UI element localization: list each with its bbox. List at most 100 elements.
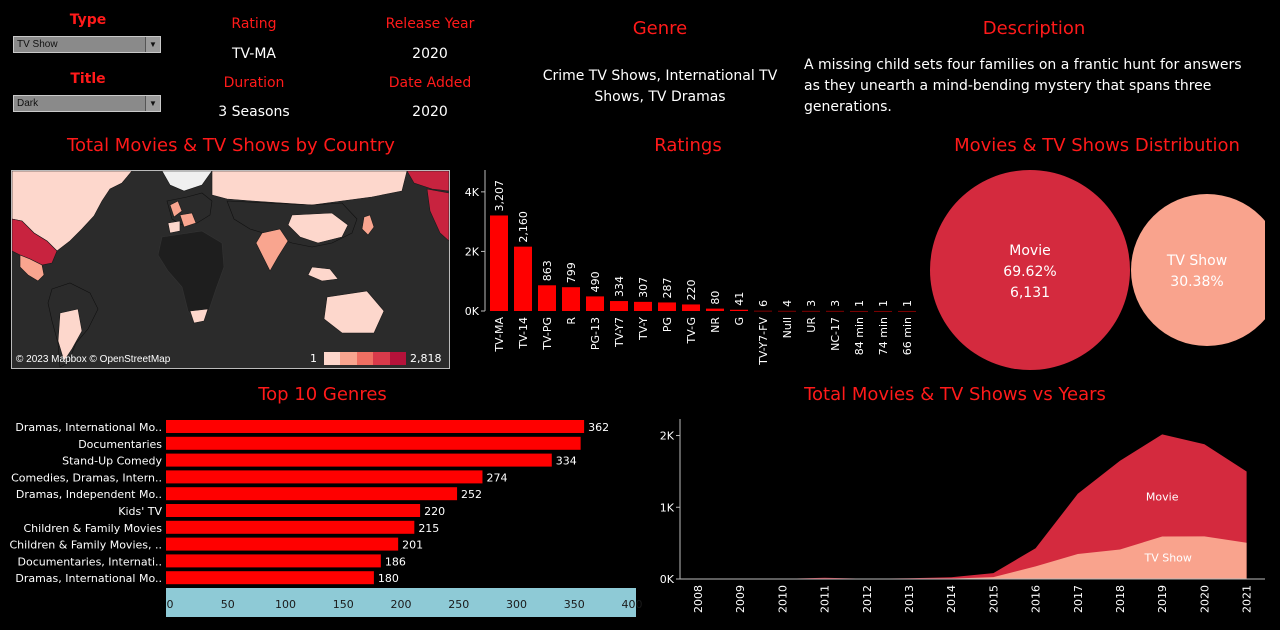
ratings-bar[interactable]: [802, 310, 820, 312]
legend-swatch: [389, 352, 407, 365]
ratings-bar[interactable]: [610, 301, 628, 311]
title-filter-label: Title: [70, 71, 106, 87]
ratings-chart[interactable]: 4K 2K 0K 3,207 TV-MA 2,160 TV-14 863 TV-PG 799 R 49…: [455, 165, 925, 370]
genre-value-label: 274: [486, 471, 507, 484]
tv-bubble-label: TV Show: [1166, 253, 1227, 269]
country-australia[interactable]: [323, 290, 385, 334]
ratings-bar[interactable]: [586, 296, 604, 311]
ratings-bar[interactable]: [538, 285, 556, 311]
country-brazil[interactable]: [57, 308, 83, 362]
genre-value-label: 252: [461, 488, 482, 501]
movie-bubble-label: Movie: [1009, 243, 1050, 259]
description-line: generations.: [804, 99, 892, 115]
map-legend: 1 2,818: [310, 352, 449, 366]
chevron-down-icon[interactable]: ▼: [145, 37, 160, 52]
ratings-category-label: UR: [805, 317, 818, 333]
date-added-value: 2020: [412, 104, 448, 120]
ratings-bar[interactable]: [826, 310, 844, 312]
ratings-bar[interactable]: [706, 308, 724, 311]
region-africa[interactable]: [157, 230, 225, 322]
world-map[interactable]: © 2023 Mapbox © OpenStreetMap 1 2,818: [11, 170, 450, 369]
years-x-tick-label: 2015: [987, 585, 1000, 613]
genre-bar[interactable]: [166, 571, 374, 585]
genre-bar[interactable]: [166, 520, 415, 534]
ratings-category-label: PG-13: [589, 317, 602, 350]
ratings-bar-label: 6: [757, 300, 770, 307]
ratings-bar[interactable]: [898, 310, 916, 312]
genre-bar[interactable]: [166, 436, 581, 450]
genres-x-tick-label: 250: [448, 598, 469, 611]
years-x-tick-label: 2021: [1241, 585, 1254, 613]
legend-swatch: [340, 352, 357, 365]
country-india[interactable]: [255, 228, 289, 272]
genre-line: Crime TV Shows, International TV: [542, 68, 778, 84]
genre-bar[interactable]: [166, 420, 585, 433]
ratings-bar[interactable]: [850, 310, 868, 312]
tv-bubble-pct: 30.38%: [1170, 274, 1223, 290]
ratings-bar[interactable]: [490, 215, 508, 311]
country-south-africa[interactable]: [189, 308, 209, 324]
legend-min: 1: [310, 352, 317, 365]
ratings-bar[interactable]: [730, 309, 748, 311]
ratings-bar[interactable]: [562, 287, 580, 311]
country-russia[interactable]: [211, 171, 408, 206]
country-alaska[interactable]: [406, 171, 449, 192]
country-indonesia[interactable]: [307, 266, 339, 282]
tv-show-bubble[interactable]: [1131, 194, 1265, 346]
map-attribution[interactable]: © 2023 Mapbox © OpenStreetMap: [16, 354, 171, 365]
title-dropdown[interactable]: Dark ▼: [13, 95, 161, 112]
type-dropdown[interactable]: TV Show ▼: [13, 36, 161, 53]
country-usa[interactable]: [12, 218, 58, 266]
country-japan[interactable]: [361, 214, 375, 236]
genre-label: Documentaries, Internati..: [18, 555, 163, 568]
chevron-down-icon[interactable]: ▼: [145, 96, 160, 111]
ratings-bar[interactable]: [874, 310, 892, 312]
years-chart[interactable]: 2K 1K 0K 2008 2009 2010 2011 2012 2013 2014 2015 20…: [640, 414, 1275, 624]
ratings-bar[interactable]: [682, 304, 700, 311]
ratings-category-label: TV-Y7-FV: [757, 317, 770, 366]
country-greenland[interactable]: [161, 171, 213, 192]
genres-x-tick-label: 200: [391, 598, 412, 611]
genre-value-label: 186: [385, 555, 406, 568]
genre-bar[interactable]: [166, 537, 399, 551]
genre-value-label: 220: [424, 505, 445, 518]
genres-chart[interactable]: Dramas, International Mo.. 362 Documentari…: [0, 414, 645, 619]
tv-show-area[interactable]: [698, 536, 1247, 579]
country-mexico[interactable]: [19, 254, 45, 282]
ratings-category-label: G: [733, 317, 746, 326]
ratings-bar[interactable]: [658, 302, 676, 311]
ratings-bar[interactable]: [514, 246, 532, 311]
world-map-svg[interactable]: [12, 171, 449, 368]
duration-value: 3 Seasons: [218, 104, 290, 120]
genre-bar[interactable]: [166, 487, 458, 501]
movie-bubble-count: 6,131: [1010, 285, 1050, 301]
distribution-chart[interactable]: Movie 69.62% 6,131 TV Show 30.38%: [925, 165, 1265, 375]
years-x-tick-label: 2016: [1030, 585, 1043, 613]
genre-bar[interactable]: [166, 470, 483, 484]
years-x-tick-label: 2014: [945, 585, 958, 613]
ratings-category-label: Null: [781, 317, 794, 338]
genre-bar[interactable]: [166, 504, 421, 517]
genre-line: Shows, TV Dramas: [594, 89, 726, 105]
description-line: A missing child sets four families on a …: [804, 57, 1242, 73]
description-label: Description: [982, 18, 1086, 39]
country-usa-east[interactable]: [426, 188, 449, 242]
ratings-bar[interactable]: [634, 301, 652, 311]
country-uk[interactable]: [169, 200, 183, 218]
date-added-label: Date Added: [388, 75, 472, 91]
movie-bubble[interactable]: [930, 170, 1130, 370]
genre-bar[interactable]: [166, 453, 552, 467]
country-spain[interactable]: [167, 220, 181, 234]
country-france[interactable]: [179, 212, 197, 228]
genre-bar[interactable]: [166, 554, 381, 568]
ratings-bar-label: 220: [685, 279, 698, 300]
genre-label: Documentaries: [78, 438, 162, 451]
movie-area[interactable]: [698, 434, 1247, 579]
country-china[interactable]: [287, 212, 349, 244]
ratings-category-label: TV-MA: [493, 317, 506, 353]
years-y-tick-label: 0K: [660, 573, 675, 586]
ratings-bar[interactable]: [778, 310, 796, 312]
genres-x-tick-label: 400: [622, 598, 643, 611]
ratings-bar[interactable]: [754, 310, 772, 312]
genre-label: Dramas, International Mo..: [15, 572, 162, 585]
